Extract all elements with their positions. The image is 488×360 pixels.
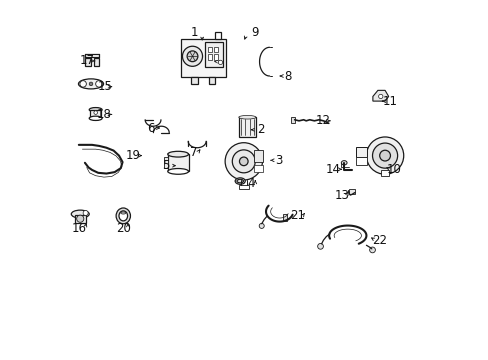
Text: 20: 20 — [116, 221, 130, 235]
Bar — [167, 154, 188, 171]
Bar — [204, 42, 223, 67]
Circle shape — [77, 215, 83, 222]
Circle shape — [372, 143, 397, 168]
Bar — [356, 157, 366, 165]
Text: 3: 3 — [274, 154, 282, 167]
Circle shape — [96, 81, 102, 87]
Text: 14: 14 — [325, 163, 340, 176]
Circle shape — [83, 211, 88, 216]
Bar — [381, 170, 388, 176]
Circle shape — [259, 224, 264, 228]
Circle shape — [89, 82, 93, 86]
Ellipse shape — [89, 116, 102, 121]
Text: 22: 22 — [372, 234, 387, 247]
Bar — [164, 157, 167, 168]
Text: 6: 6 — [146, 122, 154, 135]
Text: 1: 1 — [190, 27, 198, 40]
Ellipse shape — [78, 79, 103, 89]
Bar — [238, 117, 255, 137]
Text: 15: 15 — [97, 80, 112, 93]
Circle shape — [80, 81, 86, 87]
Circle shape — [366, 137, 403, 174]
Bar — [93, 58, 99, 66]
Text: 17: 17 — [79, 54, 94, 67]
Text: 21: 21 — [289, 210, 305, 222]
Ellipse shape — [235, 178, 244, 184]
Bar — [214, 54, 218, 59]
Ellipse shape — [71, 210, 89, 218]
Text: 5: 5 — [162, 159, 169, 172]
Ellipse shape — [89, 108, 102, 112]
Bar — [215, 32, 221, 39]
Bar — [181, 39, 225, 77]
Bar — [356, 147, 366, 157]
Text: 16: 16 — [72, 221, 87, 235]
Bar — [191, 77, 197, 84]
Bar — [75, 215, 85, 223]
Text: 2: 2 — [256, 123, 264, 136]
Bar — [238, 185, 248, 189]
Text: 18: 18 — [96, 108, 111, 121]
Circle shape — [182, 46, 202, 66]
Ellipse shape — [341, 161, 346, 165]
Ellipse shape — [238, 116, 255, 119]
Bar — [282, 215, 286, 221]
Circle shape — [187, 51, 198, 62]
Bar — [208, 77, 215, 84]
Circle shape — [317, 243, 323, 249]
Ellipse shape — [167, 151, 188, 157]
Ellipse shape — [121, 212, 125, 214]
Bar — [253, 150, 262, 162]
Bar — [348, 189, 355, 194]
Bar — [214, 46, 218, 51]
Ellipse shape — [167, 168, 188, 174]
Circle shape — [94, 111, 97, 114]
Bar — [207, 54, 211, 59]
Circle shape — [379, 150, 389, 161]
Text: 13: 13 — [334, 189, 349, 202]
Text: 4: 4 — [247, 177, 254, 190]
Circle shape — [239, 157, 247, 166]
Polygon shape — [372, 90, 388, 101]
Circle shape — [224, 143, 262, 180]
Bar — [85, 58, 90, 66]
Ellipse shape — [119, 211, 127, 221]
Circle shape — [378, 94, 382, 99]
Circle shape — [369, 247, 375, 253]
Text: 10: 10 — [386, 163, 401, 176]
Ellipse shape — [237, 179, 243, 183]
Bar — [207, 46, 211, 51]
Circle shape — [218, 60, 222, 64]
Bar — [90, 110, 101, 118]
Bar — [253, 165, 262, 172]
Text: 12: 12 — [315, 114, 329, 127]
Circle shape — [232, 150, 255, 173]
Text: 11: 11 — [382, 95, 396, 108]
Text: 8: 8 — [283, 69, 291, 82]
Text: 19: 19 — [125, 149, 141, 162]
Ellipse shape — [116, 208, 130, 224]
Bar — [290, 117, 294, 123]
Text: 9: 9 — [251, 27, 259, 40]
Text: 7: 7 — [189, 146, 197, 159]
